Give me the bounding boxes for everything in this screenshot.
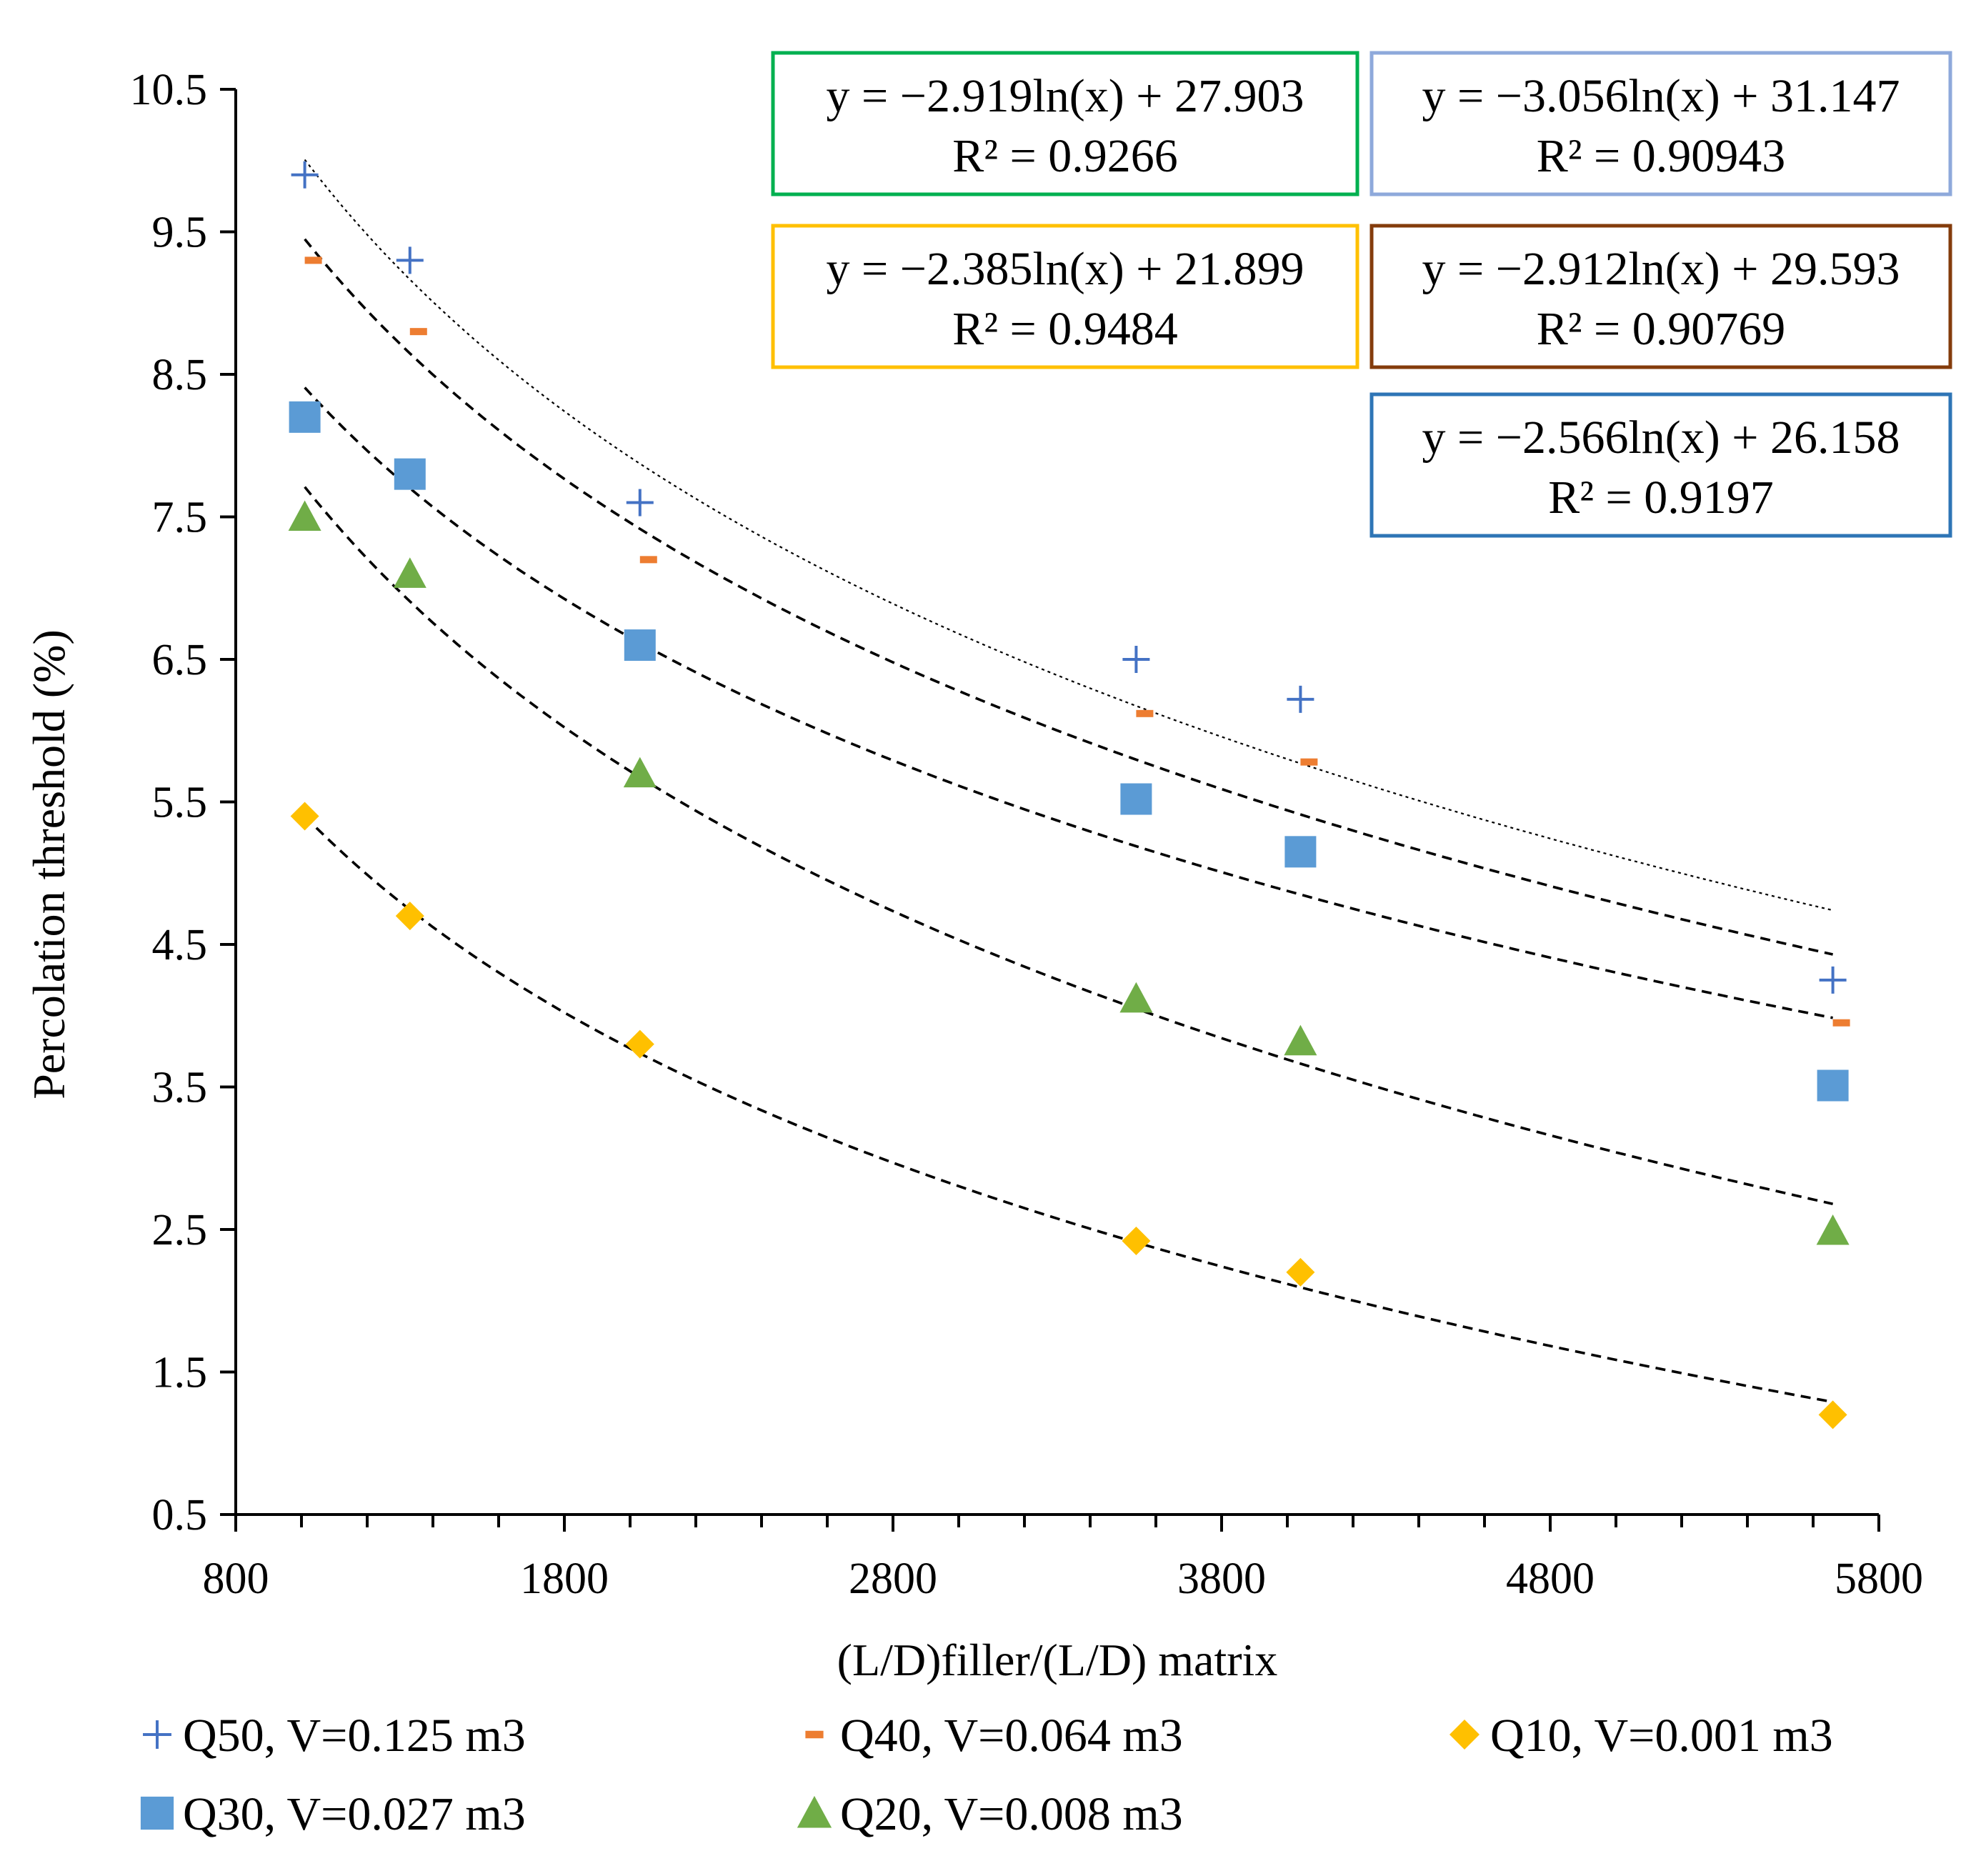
point-diamond-3	[625, 1029, 654, 1059]
trendline-5	[304, 386, 1833, 1019]
r-squared-text: R² = 0.9197	[1548, 472, 1774, 524]
point-plus-1	[291, 161, 319, 189]
trendline-3	[304, 815, 1833, 1404]
point-diamond-4	[1122, 1226, 1151, 1255]
point-plus-5	[1287, 685, 1314, 713]
equation-box-border	[1369, 392, 1952, 538]
point-diamond-2	[395, 902, 424, 931]
x-tick-label: 3800	[1177, 1555, 1266, 1603]
legend-marker-dash	[805, 1730, 824, 1739]
r-squared-text: R² = 0.90769	[1537, 303, 1786, 355]
y-tick-label: 7.5	[152, 494, 208, 542]
legend-item-1: Q50, V=0.125 m3	[143, 1710, 526, 1762]
point-triangle-6	[1816, 1214, 1850, 1245]
point-triangle-5	[1284, 1024, 1317, 1056]
legend-item-2: Q40, V=0.064 m3	[805, 1710, 1183, 1762]
equation-box-border	[1369, 51, 1952, 196]
equation-box-3: y = −2.385ln(x) + 21.899 R² = 0.9484	[771, 224, 1359, 369]
y-tick-label: 2.5	[152, 1206, 208, 1254]
equation-box-4: y = −2.912ln(x) + 29.593 R² = 0.90769	[1369, 224, 1952, 369]
legend-marker-triangle	[797, 1795, 832, 1828]
y-tick-label: 9.5	[152, 209, 208, 257]
point-diamond-6	[1818, 1400, 1847, 1430]
y-axis-title: Percolation threshold (%)	[24, 629, 74, 1099]
point-square-5	[1284, 836, 1317, 868]
x-tick-label: 2800	[849, 1555, 937, 1603]
legend-label: Q30, V=0.027 m3	[183, 1788, 526, 1840]
equation-box-5: y = −2.566ln(x) + 26.158 R² = 0.9197	[1369, 392, 1952, 538]
equation-text: y = −2.566ln(x) + 26.158	[1422, 411, 1900, 464]
point-square-1	[289, 401, 321, 433]
equation-text: y = −2.912ln(x) + 29.593	[1422, 243, 1900, 295]
y-tick-label: 8.5	[152, 351, 208, 399]
point-triangle-3	[623, 757, 657, 788]
equation-box-border	[771, 51, 1359, 196]
y-tick-label: 10.5	[130, 66, 208, 114]
y-tick-label: 6.5	[152, 636, 208, 684]
legend-label: Q20, V=0.008 m3	[840, 1788, 1183, 1840]
data-points	[288, 161, 1850, 1430]
equation-box-border	[1369, 224, 1952, 369]
y-tick-label: 3.5	[152, 1064, 208, 1112]
point-dash-4	[1136, 709, 1154, 717]
point-triangle-1	[288, 500, 321, 532]
equation-box-border	[771, 224, 1359, 369]
y-tick-label: 1.5	[152, 1349, 208, 1397]
y-tick-label: 0.5	[152, 1491, 208, 1540]
equation-text: y = −3.056ln(x) + 31.147	[1422, 70, 1900, 122]
point-plus-4	[1122, 646, 1150, 673]
point-plus-3	[626, 489, 654, 517]
legend-marker-square	[140, 1796, 174, 1830]
y-tick-label: 4.5	[152, 921, 208, 969]
point-dash-2	[409, 328, 427, 336]
x-tick-label: 1800	[520, 1555, 609, 1603]
equation-text: y = −2.385ln(x) + 21.899	[827, 243, 1304, 295]
point-square-6	[1817, 1069, 1849, 1102]
equation-box-2: y = −3.056ln(x) + 31.147 R² = 0.90943	[1369, 51, 1952, 196]
point-triangle-4	[1119, 982, 1153, 1013]
trendline-4	[304, 238, 1833, 956]
equation-box-1: y = −2.919ln(x) + 27.903 R² = 0.9266	[771, 51, 1359, 196]
point-dash-3	[639, 556, 657, 564]
point-square-3	[624, 629, 656, 662]
point-square-4	[1120, 783, 1152, 815]
x-tick-label: 5800	[1835, 1555, 1923, 1603]
legend-marker-diamond	[1449, 1720, 1479, 1750]
point-diamond-1	[290, 802, 319, 831]
r-squared-text: R² = 0.9266	[952, 130, 1178, 182]
x-tick-label: 4800	[1506, 1555, 1595, 1603]
point-dash-5	[1300, 758, 1318, 766]
equation-text: y = −2.919ln(x) + 27.903	[827, 70, 1304, 122]
point-dash-6	[1832, 1019, 1850, 1027]
point-square-2	[394, 458, 426, 490]
y-tick-label: 5.5	[152, 779, 208, 827]
point-plus-2	[396, 246, 424, 274]
x-axis-title: (L/D)filler/(L/D) matrix	[837, 1635, 1278, 1685]
point-diamond-5	[1286, 1257, 1315, 1287]
x-tick-label: 800	[203, 1555, 269, 1603]
trendline-1	[304, 486, 1833, 1205]
legend: Q50, V=0.125 m3 Q40, V=0.064 m3 Q10, V=0.0…	[140, 1710, 1833, 1840]
axes: 0.5 1.5 2.5 3.5 4.5 5.5 6.5 7.5 8.5 9.5 10.5 800 180…	[130, 66, 1924, 1603]
legend-marker-plus	[143, 1720, 171, 1749]
legend-item-5: Q20, V=0.008 m3	[797, 1788, 1183, 1840]
legend-label: Q40, V=0.064 m3	[840, 1710, 1183, 1762]
legend-label: Q50, V=0.125 m3	[183, 1710, 526, 1762]
legend-item-4: Q30, V=0.027 m3	[140, 1788, 526, 1840]
legend-label: Q10, V=0.001 m3	[1490, 1710, 1833, 1762]
legend-item-3: Q10, V=0.001 m3	[1449, 1710, 1833, 1762]
r-squared-text: R² = 0.9484	[952, 303, 1178, 355]
trendlines	[304, 159, 1833, 1404]
r-squared-text: R² = 0.90943	[1537, 130, 1786, 182]
point-triangle-2	[393, 557, 426, 588]
point-dash-1	[304, 256, 322, 264]
point-plus-6	[1819, 966, 1847, 994]
